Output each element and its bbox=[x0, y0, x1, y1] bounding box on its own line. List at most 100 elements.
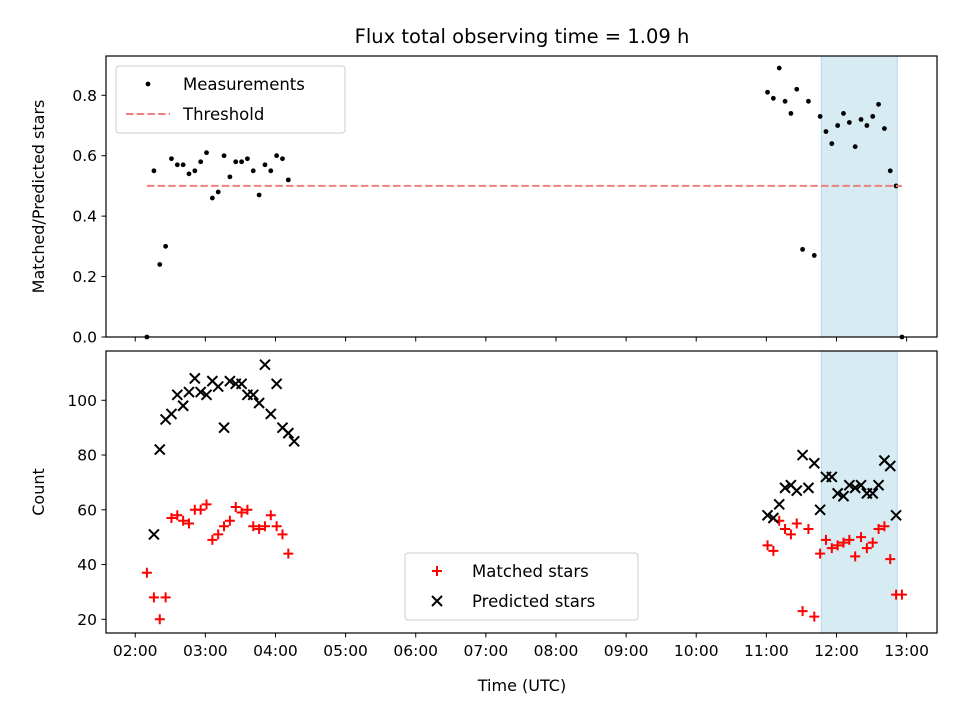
y-axis-label: Matched/Predicted stars bbox=[29, 100, 48, 294]
measurement-point bbox=[280, 156, 285, 162]
matched-star-point bbox=[885, 554, 896, 565]
matched-star-point bbox=[141, 567, 152, 578]
matched-star-point bbox=[277, 529, 288, 540]
y-tick-label: 0.0 bbox=[72, 329, 97, 347]
axes-frame bbox=[105, 55, 938, 338]
x-tick-label: 11:00 bbox=[744, 642, 789, 660]
measurement-point bbox=[221, 153, 227, 159]
predicted-star-point bbox=[270, 378, 283, 390]
matched-star-point bbox=[768, 545, 779, 556]
y-tick-label: 0.2 bbox=[72, 268, 97, 286]
matched-star-point bbox=[183, 518, 194, 529]
x-tick-label: 13:00 bbox=[884, 642, 929, 660]
measurement-point bbox=[268, 168, 274, 174]
predicted-star-point bbox=[224, 375, 236, 387]
matched-star-point bbox=[844, 534, 855, 545]
legend-box bbox=[115, 65, 346, 134]
measurement-point bbox=[841, 111, 846, 116]
panel-ratio: 0.0 0.2 0.4 0.6 0.8 Matched/Predicted stars Me… bbox=[29, 55, 938, 347]
y-tick-label: 100 bbox=[67, 392, 97, 410]
measurement-point bbox=[835, 123, 841, 128]
predicted-star-point bbox=[814, 504, 826, 516]
measurement-point bbox=[157, 262, 163, 267]
x-tick-label: 05:00 bbox=[323, 642, 368, 660]
x-axis-label: Time (UTC) bbox=[477, 676, 566, 695]
measurement-point bbox=[811, 253, 817, 258]
matched-star-point bbox=[861, 543, 872, 554]
predicted-star-point bbox=[884, 460, 896, 472]
matched-star-point bbox=[762, 540, 773, 551]
y-tick-label: 80 bbox=[77, 447, 97, 465]
matched-star-point bbox=[809, 611, 820, 622]
predicted-star-point bbox=[802, 482, 815, 494]
measurement-point bbox=[192, 168, 198, 174]
measurement-point bbox=[215, 189, 221, 195]
matched-star-point bbox=[896, 589, 907, 600]
predicted-star-point bbox=[183, 386, 195, 398]
y-tick-label: 0.6 bbox=[72, 147, 97, 165]
measurement-point bbox=[817, 114, 823, 119]
matched-star-point bbox=[213, 529, 224, 540]
y-tick-label: 60 bbox=[77, 501, 97, 519]
legend: Measurements Threshold bbox=[115, 65, 346, 134]
matched-star-point bbox=[271, 521, 282, 532]
matched-star-point bbox=[815, 548, 826, 559]
legend-marker-measurements bbox=[145, 81, 151, 87]
x-tick-label: 10:00 bbox=[674, 642, 719, 660]
measurement-point bbox=[169, 156, 174, 162]
measurement-point bbox=[204, 150, 209, 156]
predicted-star-point bbox=[247, 389, 259, 401]
matched-star-point bbox=[785, 529, 796, 540]
predicted-star-point bbox=[148, 528, 160, 541]
axes-frame bbox=[105, 350, 938, 634]
x-tick-label: 06:00 bbox=[393, 642, 438, 660]
measurement-point bbox=[233, 159, 239, 165]
predicted-star-point bbox=[265, 408, 277, 420]
measurement-point bbox=[800, 246, 805, 252]
measurement-point bbox=[846, 120, 852, 125]
matched-star-point bbox=[160, 592, 171, 603]
measurement-point bbox=[227, 174, 233, 180]
predicted-star-point bbox=[165, 408, 178, 420]
x-tick-label: 02:00 bbox=[113, 642, 158, 660]
legend-box bbox=[404, 552, 639, 621]
predicted-star-point bbox=[212, 380, 224, 393]
measurement-point bbox=[274, 153, 280, 159]
measurement-point bbox=[876, 101, 881, 107]
measurement-point bbox=[765, 89, 770, 95]
matched-star-point bbox=[838, 537, 849, 548]
matched-star-point bbox=[230, 502, 241, 513]
x-tick-label: 03:00 bbox=[183, 642, 228, 660]
legend: Matched stars Predicted stars bbox=[404, 552, 639, 621]
measurement-point bbox=[245, 156, 250, 162]
matched-star-point bbox=[242, 504, 253, 515]
predicted-star-point bbox=[843, 479, 856, 491]
predicted-star-point bbox=[779, 482, 791, 494]
measurement-point bbox=[806, 98, 811, 104]
measurement-point bbox=[209, 195, 215, 201]
measurement-point bbox=[794, 86, 800, 92]
predicted-star-point bbox=[837, 490, 850, 502]
measurement-point bbox=[782, 98, 788, 104]
predicted-star-point bbox=[826, 471, 838, 483]
measurement-point bbox=[198, 159, 204, 165]
matched-star-point bbox=[219, 521, 230, 532]
predicted-star-point bbox=[855, 479, 867, 491]
predicted-star-point bbox=[796, 449, 809, 461]
measurement-point bbox=[870, 114, 876, 119]
predicted-star-point bbox=[773, 498, 785, 511]
measurement-point bbox=[186, 171, 192, 177]
predicted-star-point bbox=[872, 479, 885, 491]
matched-star-point bbox=[224, 515, 235, 526]
measurement-point bbox=[864, 123, 870, 128]
predicted-star-point bbox=[808, 457, 820, 469]
matched-star-point bbox=[873, 523, 884, 534]
matched-star-point bbox=[826, 543, 837, 554]
measurement-point bbox=[829, 141, 835, 147]
x-tick-label: 12:00 bbox=[814, 642, 859, 660]
matched-star-point bbox=[850, 551, 861, 562]
predicted-star-point bbox=[761, 509, 774, 521]
shaded-interval bbox=[820, 55, 898, 338]
predicted-star-point bbox=[194, 386, 207, 398]
